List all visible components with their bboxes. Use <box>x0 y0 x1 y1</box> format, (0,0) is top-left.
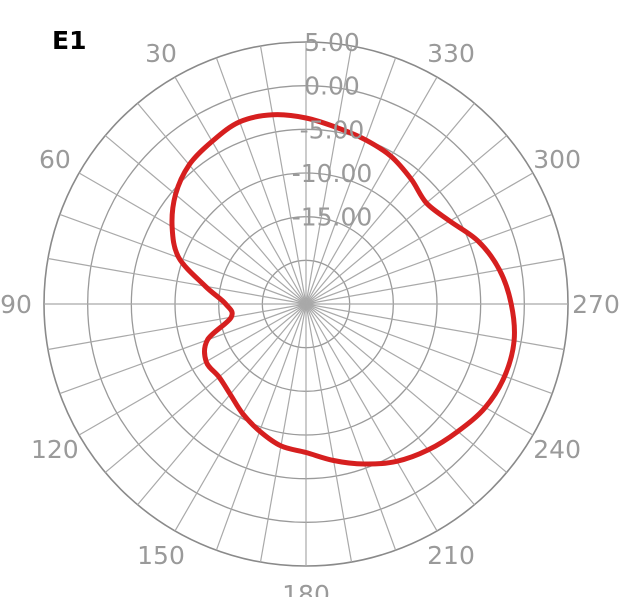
grid-spoke <box>59 303 307 395</box>
angle-tick-label: 270 <box>572 290 620 319</box>
angle-tick-label: 150 <box>137 541 185 570</box>
grid-spoke <box>305 257 565 305</box>
grid-spoke <box>259 303 307 563</box>
grid-spoke <box>305 303 508 473</box>
grid-spoke <box>215 303 307 551</box>
grid-spoke <box>305 303 534 436</box>
grid-spoke <box>305 303 353 563</box>
angle-tick-label: 120 <box>31 435 79 464</box>
radial-tick-label: 0.00 <box>304 72 360 101</box>
grid-spoke <box>104 303 307 473</box>
grid-spoke <box>305 57 397 305</box>
grid-spoke <box>137 102 307 305</box>
grid-spoke <box>305 76 438 305</box>
grid-spoke <box>305 45 353 305</box>
angle-tick-label: 30 <box>145 39 177 68</box>
angle-tick-label: 60 <box>39 145 71 174</box>
radial-tick-label: 5.00 <box>304 28 360 57</box>
grid-spoke <box>59 213 307 305</box>
angle-tick-label: 90 <box>0 290 32 319</box>
grid-spoke <box>78 303 307 436</box>
radiation-pattern-line <box>169 112 517 467</box>
grid-spoke <box>215 57 307 305</box>
radial-tick-label: -15.00 <box>292 203 373 232</box>
polar-grid <box>43 41 569 567</box>
grid-spoke <box>305 135 508 305</box>
angle-tick-label: 300 <box>533 145 581 174</box>
grid-spoke <box>305 303 475 506</box>
grid-spoke <box>47 303 307 351</box>
grid-spoke <box>137 303 307 506</box>
pattern-layer <box>169 112 517 467</box>
radial-tick-label: -10.00 <box>292 159 373 188</box>
grid-spoke <box>305 303 397 551</box>
angle-tick-label: 240 <box>533 435 581 464</box>
grid-spoke <box>305 172 534 305</box>
angle-tick-label: 180 <box>282 580 330 597</box>
grid-spoke <box>174 76 307 305</box>
grid-spoke <box>47 257 307 305</box>
chart-labels: 5.00 0.00 -5.00 -10.00 -15.00 30 60 90 120 150 180… <box>0 28 620 597</box>
grid-spoke <box>259 45 307 305</box>
grid-spoke <box>174 303 307 532</box>
grid-spoke <box>305 303 565 351</box>
grid-spoke <box>305 303 438 532</box>
angle-tick-label: 210 <box>427 541 475 570</box>
grid-spoke <box>305 213 553 305</box>
panel-label: E1 <box>52 26 87 55</box>
grid-spoke <box>305 102 475 305</box>
grid-spoke <box>104 135 307 305</box>
grid-spoke <box>305 303 553 395</box>
grid-spoke <box>78 172 307 305</box>
angle-tick-label: 330 <box>427 39 475 68</box>
radial-tick-label: -5.00 <box>300 115 365 144</box>
